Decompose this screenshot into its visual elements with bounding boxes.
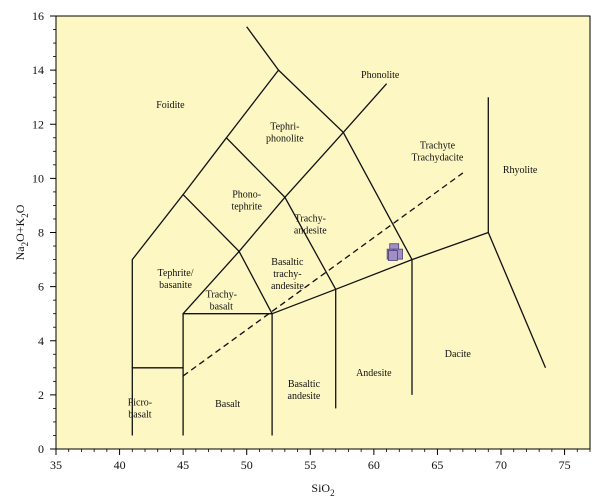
field-label-line: Phonolite	[361, 70, 400, 81]
field-label-line: andesite	[271, 281, 304, 292]
field-label-line: Tephrite/	[158, 268, 194, 279]
field-label-line: Picro-	[128, 398, 152, 409]
field-label-line: Trachyte	[420, 141, 456, 152]
dashed-divider-line	[182, 172, 464, 377]
field-label: Basalt	[215, 399, 240, 410]
x-tick-label: 35	[50, 458, 62, 472]
field-label-line: Trachydacite	[412, 153, 464, 164]
x-tick-label: 75	[559, 458, 571, 472]
field-label-line: tephrite	[231, 201, 262, 212]
field-label: Foidite	[156, 100, 185, 111]
plot-area	[56, 16, 590, 449]
field-label: Trachyte Trachydacite	[412, 141, 464, 164]
x-axis-label: SiO2	[311, 481, 334, 498]
field-label-line: Rhyolite	[503, 165, 538, 176]
field-label: Basaltic trachy-andesite	[271, 257, 304, 292]
field-label: Phono-tephrite	[231, 189, 262, 212]
field-label-line: andesite	[294, 226, 327, 237]
field-label: Phonolite	[361, 70, 400, 81]
field-boundary-line	[278, 69, 413, 260]
field-label: Andesite	[356, 368, 392, 379]
field-label-line: Foidite	[156, 100, 185, 111]
field-label: Rhyolite	[503, 165, 538, 176]
field-label-line: Tephri-	[270, 122, 299, 133]
x-tick-label: 70	[495, 458, 507, 472]
field-label-line: Trachy-	[295, 214, 326, 225]
alkaline-subalkaline-divider	[182, 172, 464, 377]
field-label: Dacite	[445, 349, 472, 360]
field-label-line: Trachy-	[206, 289, 237, 300]
field-label-line: Phono-	[232, 189, 261, 200]
field-label-line: Basaltic	[271, 257, 304, 268]
y-tick-label: 4	[38, 334, 44, 348]
field-label-line: basalt	[128, 410, 152, 421]
y-axis-label-part: O	[13, 204, 27, 213]
y-axis-label-part: O+K	[13, 217, 27, 241]
field-label: Tephrite/basanite	[158, 268, 194, 291]
y-axis: 0 2 4 6 8 10 12 14 16	[32, 9, 56, 456]
field-boundary-line	[487, 232, 547, 369]
field-label-line: basanite	[159, 280, 192, 291]
y-axis-label: Na2O+K2O	[13, 204, 30, 260]
y-axis-label-part: Na	[13, 246, 27, 261]
field-boundaries	[131, 26, 547, 436]
y-tick-label: 8	[38, 226, 44, 240]
x-tick-label: 45	[177, 458, 189, 472]
sample-point	[388, 250, 398, 261]
field-label-line: Basaltic	[288, 379, 321, 390]
field-label-line: trachy-	[273, 269, 301, 280]
y-tick-label: 0	[38, 442, 44, 456]
field-label: Tephri-phonolite	[266, 122, 304, 145]
field-label: Trachy-basalt	[206, 289, 237, 312]
y-tick-label: 6	[38, 280, 44, 294]
field-label-line: phonolite	[266, 134, 304, 145]
field-boundary-line	[182, 313, 273, 436]
x-tick-label: 60	[368, 458, 380, 472]
field-label-line: Basalt	[215, 399, 240, 410]
y-tick-label: 16	[32, 9, 44, 23]
field-label-line: Dacite	[445, 349, 472, 360]
field-label-line: basalt	[210, 301, 234, 312]
x-axis: 35 40 45 50 55 60 65 70 75	[50, 449, 591, 472]
y-axis-label-part: 2	[20, 242, 30, 247]
field-boundary-line	[271, 231, 489, 315]
y-tick-label: 10	[32, 171, 44, 185]
field-boundary-line	[182, 137, 227, 195]
sample-points	[386, 243, 403, 261]
field-label-line: andesite	[288, 391, 321, 402]
x-tick-label: 55	[304, 458, 316, 472]
x-tick-label: 65	[431, 458, 443, 472]
y-tick-label: 12	[32, 117, 44, 131]
field-label-line: Andesite	[356, 368, 392, 379]
field-label: Basaltic andesite	[288, 379, 321, 402]
field-labels: Foidite Phonolite Tephri-phonolite Phono-te…	[128, 70, 538, 420]
y-tick-label: 2	[38, 388, 44, 402]
y-tick-label: 14	[32, 63, 44, 77]
x-tick-label: 50	[241, 458, 253, 472]
x-tick-label: 40	[114, 458, 126, 472]
field-label: Picro-basalt	[128, 398, 152, 421]
y-axis-label-part: 2	[20, 213, 30, 218]
field-label: Trachy-andesite	[294, 214, 327, 237]
